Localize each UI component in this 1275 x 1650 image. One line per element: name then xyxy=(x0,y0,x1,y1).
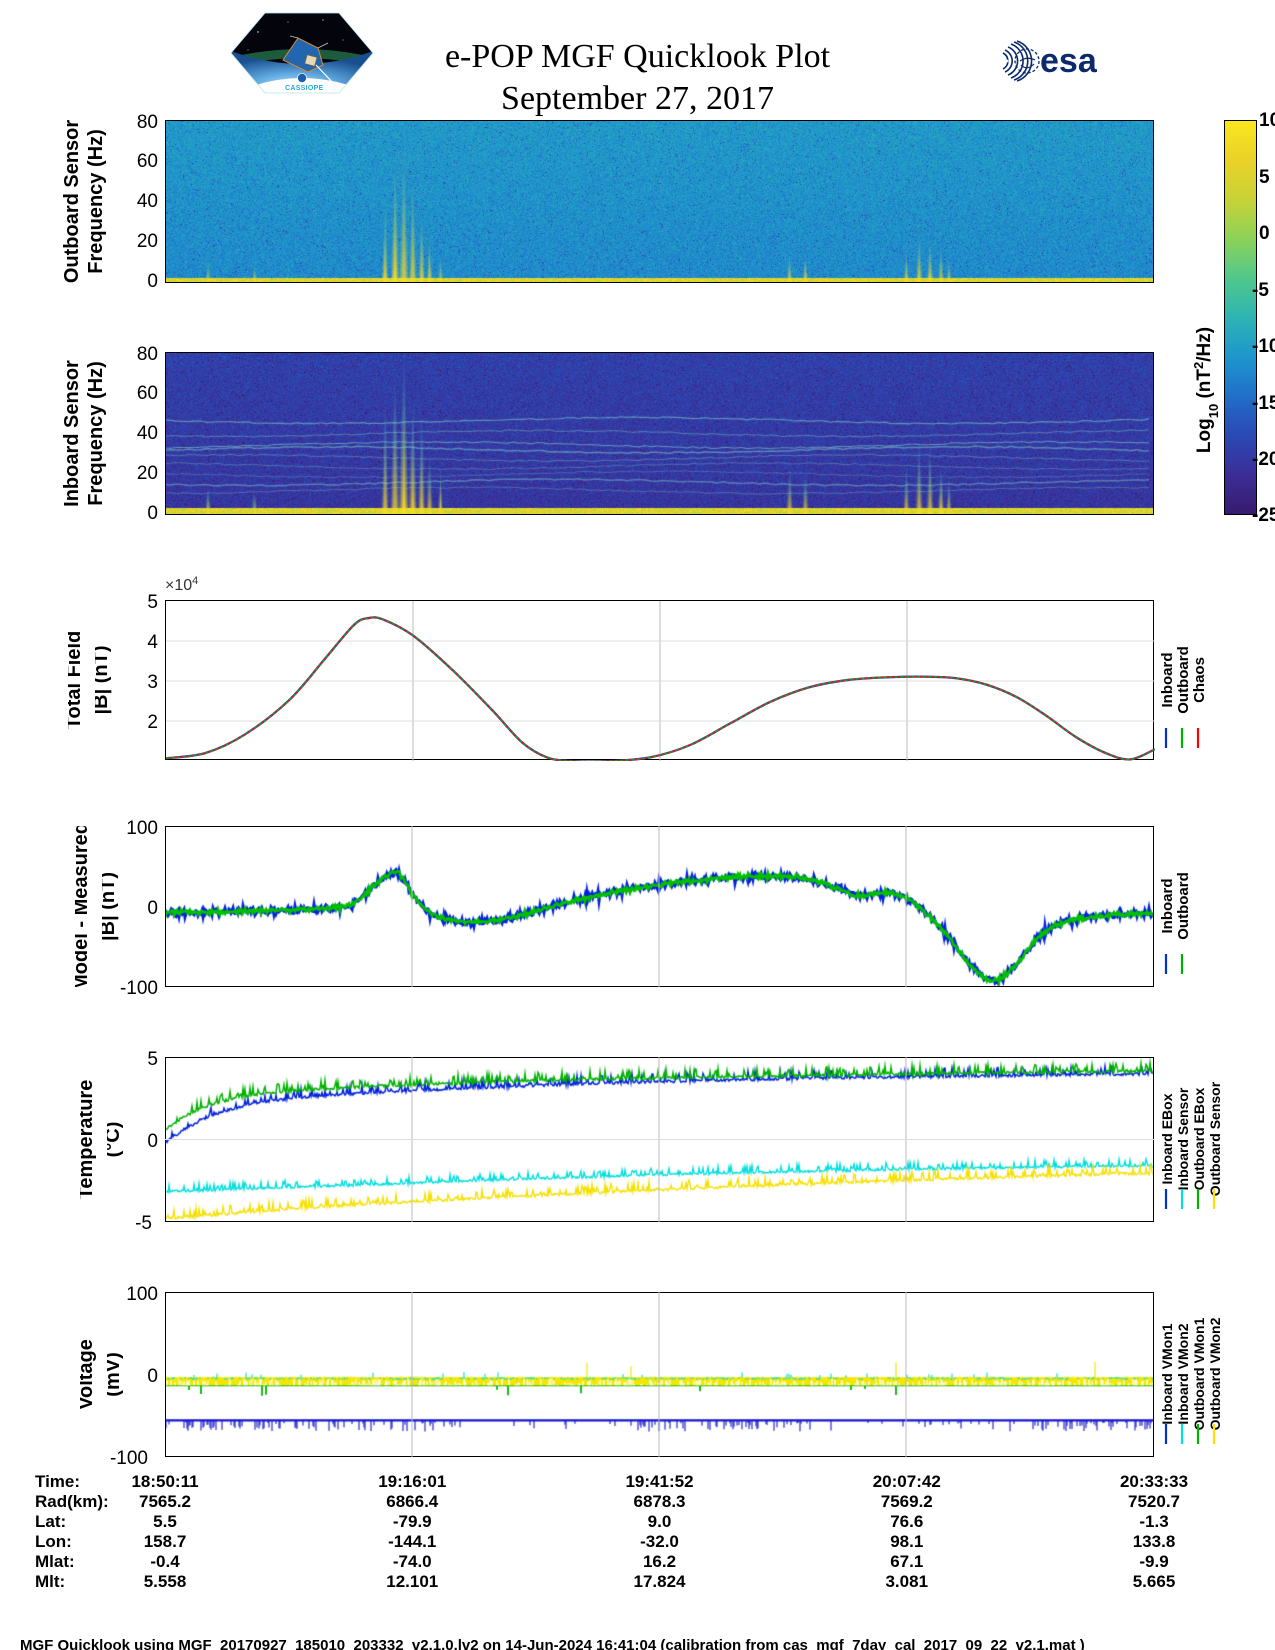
svg-text:Total Field: Total Field xyxy=(68,631,85,730)
svg-text:Voltage: Voltage xyxy=(80,1339,97,1410)
svg-text:Inboard EBox: Inboard EBox xyxy=(1159,1093,1175,1184)
svg-text:Frequency (Hz): Frequency (Hz) xyxy=(85,361,107,505)
svg-text:Outboard VMon1: Outboard VMon1 xyxy=(1191,1317,1207,1430)
svg-text:(°C): (°C) xyxy=(107,1122,124,1158)
svg-text:Chaos: Chaos xyxy=(1191,657,1208,703)
svg-text:(mV): (mV) xyxy=(107,1352,124,1396)
svg-text:esa: esa xyxy=(1040,42,1098,80)
svg-text:Inboard VMon1: Inboard VMon1 xyxy=(1159,1323,1175,1424)
svg-text:Outboard: Outboard xyxy=(1175,872,1192,940)
svg-text:Outboard Sensor: Outboard Sensor xyxy=(62,120,83,283)
svg-text:Model - Measured: Model - Measured xyxy=(75,826,92,987)
svg-text:Outboard Sensor: Outboard Sensor xyxy=(1207,1081,1223,1196)
svg-text:Inboard: Inboard xyxy=(1159,653,1176,708)
svg-text:Temperature: Temperature xyxy=(80,1080,97,1200)
svg-text:Log10 (nT2/Hz): Log10 (nT2/Hz) xyxy=(1191,327,1221,453)
svg-text:Inboard VMon2: Inboard VMon2 xyxy=(1175,1323,1191,1424)
svg-text:Outboard: Outboard xyxy=(1175,646,1192,714)
svg-text:Inboard: Inboard xyxy=(1159,879,1176,934)
svg-text:Inboard Sensor: Inboard Sensor xyxy=(1175,1087,1191,1190)
svg-text:Frequency (Hz): Frequency (Hz) xyxy=(85,129,107,273)
svg-text:Outboard EBox: Outboard EBox xyxy=(1191,1087,1207,1190)
svg-text:|B| (nT): |B| (nT) xyxy=(102,872,119,941)
svg-text:Inboard Sensor: Inboard Sensor xyxy=(62,360,83,507)
svg-text:Outboard VMon2: Outboard VMon2 xyxy=(1207,1317,1223,1430)
svg-text:|B| (nT): |B| (nT) xyxy=(95,646,112,715)
